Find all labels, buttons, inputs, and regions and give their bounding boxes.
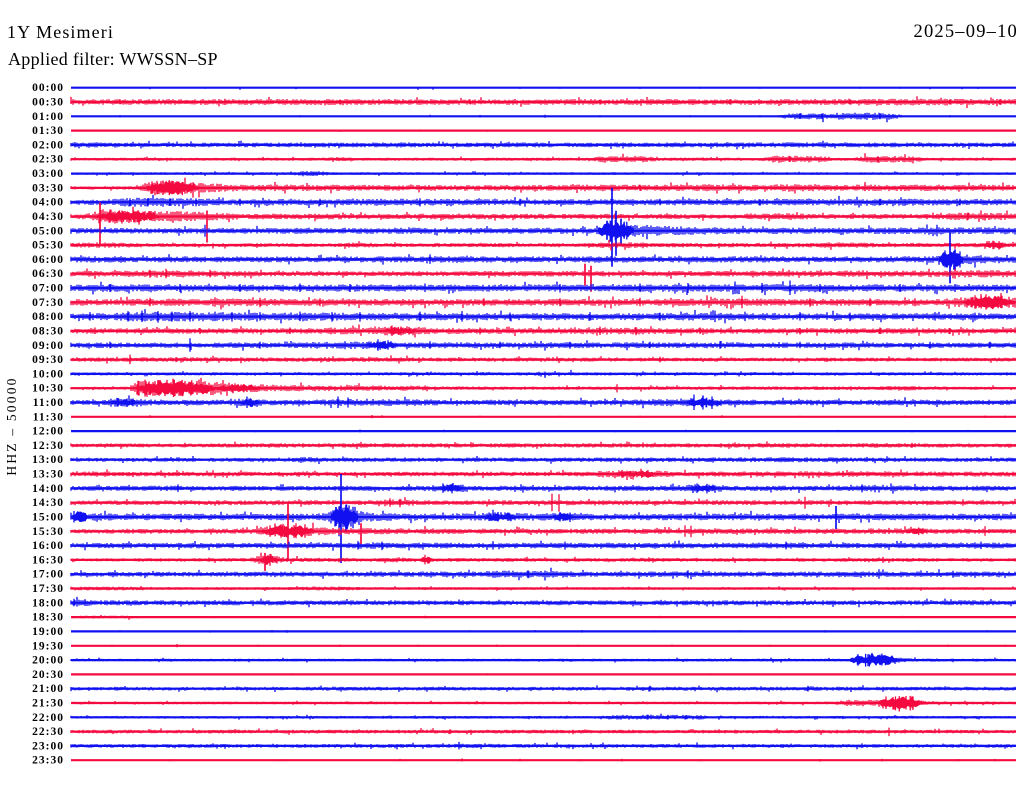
svg-text:19:30: 19:30 xyxy=(32,640,64,652)
svg-text:12:30: 12:30 xyxy=(32,440,64,452)
svg-text:10:30: 10:30 xyxy=(32,383,64,395)
svg-text:15:30: 15:30 xyxy=(32,526,64,538)
svg-text:14:30: 14:30 xyxy=(32,497,64,509)
svg-text:16:30: 16:30 xyxy=(32,554,64,566)
svg-text:11:30: 11:30 xyxy=(33,411,64,423)
svg-text:07:30: 07:30 xyxy=(32,297,64,309)
svg-text:00:30: 00:30 xyxy=(32,97,64,109)
svg-text:06:30: 06:30 xyxy=(32,268,64,280)
svg-text:11:00: 11:00 xyxy=(33,397,64,409)
svg-text:21:00: 21:00 xyxy=(32,683,64,695)
svg-text:19:00: 19:00 xyxy=(32,626,64,638)
svg-text:01:30: 01:30 xyxy=(32,125,64,137)
svg-text:05:30: 05:30 xyxy=(32,240,64,252)
svg-text:03:00: 03:00 xyxy=(32,168,64,180)
svg-text:00:00: 00:00 xyxy=(32,82,64,94)
svg-text:12:00: 12:00 xyxy=(32,426,64,438)
svg-text:09:30: 09:30 xyxy=(32,354,64,366)
svg-text:04:30: 04:30 xyxy=(32,211,64,223)
svg-text:08:00: 08:00 xyxy=(32,311,64,323)
svg-text:20:30: 20:30 xyxy=(32,669,64,681)
svg-text:21:30: 21:30 xyxy=(32,698,64,710)
svg-text:HHZ – 50000: HHZ – 50000 xyxy=(4,376,19,475)
svg-text:04:00: 04:00 xyxy=(32,197,64,209)
svg-text:17:00: 17:00 xyxy=(32,569,64,581)
svg-text:01:00: 01:00 xyxy=(32,111,64,123)
svg-text:1Y Mesimeri: 1Y Mesimeri xyxy=(7,22,114,42)
svg-text:17:30: 17:30 xyxy=(32,583,64,595)
svg-text:02:00: 02:00 xyxy=(32,139,64,151)
svg-text:08:30: 08:30 xyxy=(32,326,64,338)
svg-text:02:30: 02:30 xyxy=(32,154,64,166)
svg-text:07:00: 07:00 xyxy=(32,283,64,295)
svg-text:13:30: 13:30 xyxy=(32,469,64,481)
svg-text:23:00: 23:00 xyxy=(32,740,64,752)
svg-text:23:30: 23:30 xyxy=(32,755,64,767)
svg-text:Applied filter: WWSSN–SP: Applied filter: WWSSN–SP xyxy=(8,49,218,69)
svg-text:18:00: 18:00 xyxy=(32,597,64,609)
svg-text:16:00: 16:00 xyxy=(32,540,64,552)
svg-text:05:00: 05:00 xyxy=(32,225,64,237)
svg-text:20:00: 20:00 xyxy=(32,655,64,667)
svg-text:09:00: 09:00 xyxy=(32,340,64,352)
svg-text:03:30: 03:30 xyxy=(32,182,64,194)
svg-text:06:00: 06:00 xyxy=(32,254,64,266)
svg-text:10:00: 10:00 xyxy=(32,368,64,380)
svg-text:22:30: 22:30 xyxy=(32,726,64,738)
svg-text:2025–09–10: 2025–09–10 xyxy=(914,22,1019,42)
svg-text:13:00: 13:00 xyxy=(32,454,64,466)
svg-text:22:00: 22:00 xyxy=(32,712,64,724)
svg-text:14:00: 14:00 xyxy=(32,483,64,495)
svg-text:18:30: 18:30 xyxy=(32,612,64,624)
svg-text:15:00: 15:00 xyxy=(32,512,64,524)
